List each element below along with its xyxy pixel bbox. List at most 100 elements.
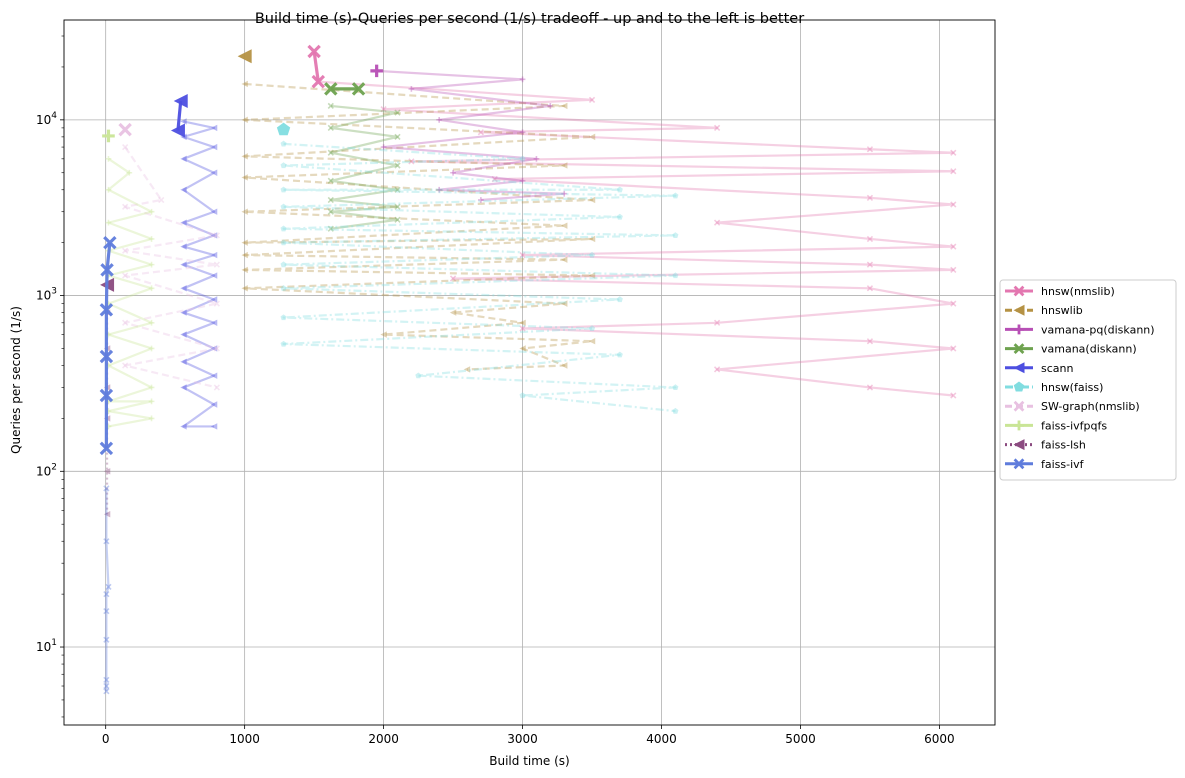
series-hnsw-nmslib: [307, 44, 326, 89]
data-point: [241, 174, 248, 181]
series-line: [376, 69, 566, 202]
data-point: [213, 232, 220, 239]
series-faded-faiss-ivf: [103, 485, 112, 695]
data-point: [213, 345, 220, 352]
x-tick-label: 0: [102, 732, 110, 746]
data-point: [180, 358, 187, 365]
data-point: [280, 140, 287, 147]
data-point: [210, 232, 218, 239]
legend-label: SW-graph(nmslib): [1041, 400, 1140, 413]
data-point: [237, 49, 252, 64]
data-point: [103, 511, 111, 518]
data-point: [866, 285, 874, 292]
data-point: [241, 251, 248, 259]
data-point: [866, 384, 874, 391]
data-point: [126, 169, 133, 176]
data-point: [519, 325, 526, 332]
series-faded-hnsw-nmslib: [315, 78, 957, 399]
series-line: [107, 157, 153, 428]
series-line: [329, 104, 399, 230]
data-point: [950, 300, 957, 307]
data-point: [148, 319, 155, 326]
series-line: [318, 80, 955, 397]
data-point: [210, 296, 218, 303]
data-point: [280, 186, 287, 193]
legend-entry-vamana-pq-diskann: vamana-pq(diskann): [1005, 323, 1155, 336]
legend-entry-scann: scann: [1005, 362, 1073, 375]
data-point: [103, 688, 110, 695]
data-point: [672, 232, 679, 238]
data-point: [672, 407, 679, 414]
data-point: [533, 155, 540, 162]
series-line: [182, 120, 216, 428]
data-point: [415, 372, 422, 379]
data-point: [866, 338, 874, 345]
series-vamana-pq-diskann: [370, 64, 383, 78]
data-point: [180, 261, 187, 268]
series-line: [105, 488, 110, 692]
data-point: [280, 340, 287, 347]
data-point: [180, 133, 187, 141]
data-point: [519, 319, 526, 326]
data-point: [588, 251, 596, 258]
legend-marker: [1013, 381, 1025, 392]
data-point: [408, 158, 415, 165]
data-point: [103, 485, 110, 492]
data-point: [561, 362, 568, 369]
data-point: [280, 285, 287, 291]
data-point: [713, 124, 721, 132]
legend-label: faiss-lsh: [1041, 439, 1086, 452]
data-point: [103, 538, 110, 545]
legend-entry-faiss-ivfpqfs: faiss-ivfpqfs: [1005, 419, 1107, 432]
data-point: [280, 162, 287, 169]
data-point: [122, 319, 129, 326]
data-point: [327, 225, 334, 232]
data-point: [213, 300, 220, 307]
series-faded-hnsw-faiss: [280, 140, 679, 414]
data-point: [616, 186, 623, 193]
data-point: [148, 384, 155, 391]
data-point: [241, 266, 248, 274]
data-point: [241, 208, 248, 215]
data-point: [210, 208, 218, 215]
data-point: [180, 285, 187, 292]
data-point: [950, 201, 957, 208]
data-point: [866, 194, 874, 201]
series-line: [243, 82, 594, 371]
data-point: [210, 124, 218, 132]
data-point: [866, 146, 874, 153]
data-point: [180, 331, 187, 338]
data-point: [280, 225, 287, 232]
data-point: [519, 177, 526, 184]
data-point: [588, 196, 596, 204]
data-point: [519, 129, 526, 136]
data-point: [99, 349, 114, 364]
legend-marker: [1014, 420, 1024, 431]
data-point: [408, 86, 415, 92]
data-point: [519, 76, 526, 83]
data-point: [561, 256, 568, 263]
data-point: [950, 149, 957, 156]
series-faded-vamana-pq-diskann: [373, 67, 568, 203]
data-point: [616, 296, 623, 303]
legend-marker: [1013, 458, 1025, 470]
legend-marker: [1013, 285, 1025, 297]
data-point: [100, 263, 114, 277]
data-point: [491, 175, 498, 183]
data-point: [616, 351, 623, 358]
data-point: [103, 676, 110, 684]
legend-marker: [1014, 324, 1024, 335]
legend-entry-sw-graph-nmslib: SW-graph(nmslib): [1005, 400, 1140, 413]
data-point: [327, 124, 334, 132]
data-point: [105, 219, 112, 226]
legend-marker: [1013, 362, 1025, 374]
data-point: [588, 96, 596, 103]
legend-entry-hnswlib: hnswlib: [1005, 304, 1083, 317]
grid: [64, 20, 995, 725]
data-point: [210, 251, 218, 259]
data-point: [713, 319, 721, 326]
legend-label: vamana(diskann): [1041, 343, 1137, 356]
data-point: [561, 162, 568, 169]
data-point: [210, 423, 218, 430]
